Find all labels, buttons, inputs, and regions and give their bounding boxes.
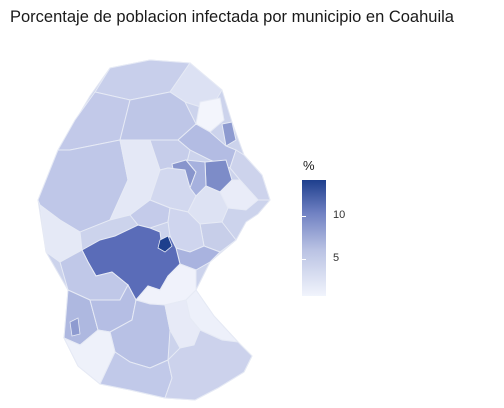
municipality xyxy=(157,235,173,253)
municipality xyxy=(229,149,271,201)
municipality xyxy=(37,139,129,233)
legend-tick-mark-10 xyxy=(302,216,306,217)
municipality xyxy=(62,329,116,385)
legend-tick-mark-5 xyxy=(302,259,306,260)
legend-color-bar xyxy=(302,180,326,296)
legend-tick-5: 5 xyxy=(333,252,340,264)
municipality xyxy=(195,97,225,133)
map-title: Porcentaje de poblacion infectada por mu… xyxy=(10,8,454,26)
legend-title: % xyxy=(303,158,315,173)
municipality xyxy=(164,329,253,401)
legend-tick-10: 10 xyxy=(333,209,346,221)
municipality xyxy=(221,121,237,147)
municipality xyxy=(69,317,81,337)
municipality xyxy=(169,62,223,111)
